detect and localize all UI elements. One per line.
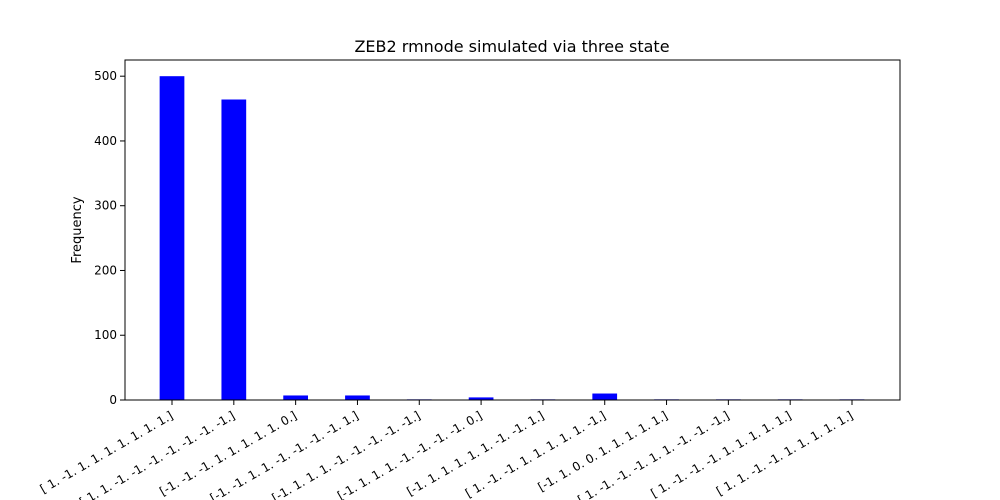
y-tick-label-100: 100 bbox=[94, 328, 117, 342]
bar-1 bbox=[159, 76, 185, 400]
chart-title: ZEB2 rmnode simulated via three state bbox=[354, 37, 669, 56]
y-tick-label-500: 500 bbox=[94, 69, 117, 83]
bar-4 bbox=[345, 395, 370, 400]
bar-6 bbox=[468, 397, 494, 400]
y-tick-label-200: 200 bbox=[94, 263, 117, 277]
bar-3 bbox=[283, 395, 308, 400]
y-tick-label-0: 0 bbox=[109, 393, 117, 407]
plot-frame bbox=[124, 59, 901, 401]
y-tick-label-300: 300 bbox=[94, 199, 117, 213]
bar-2 bbox=[221, 99, 247, 400]
bar-8 bbox=[592, 393, 618, 400]
y-axis-label: Frequency bbox=[70, 196, 85, 263]
y-tick-label-400: 400 bbox=[94, 134, 117, 148]
